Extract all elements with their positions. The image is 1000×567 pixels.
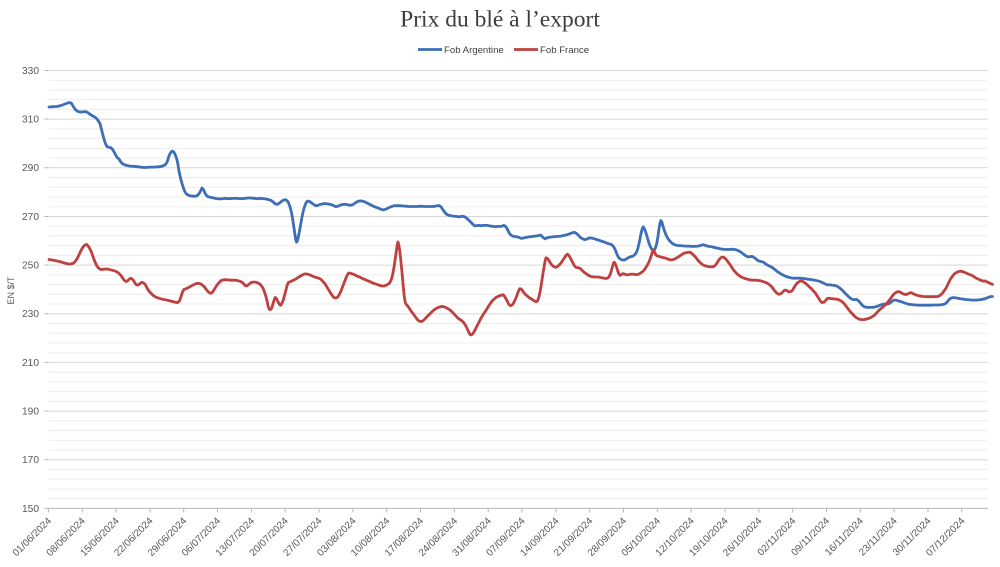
svg-text:270: 270 (22, 212, 39, 223)
svg-text:Fob Argentine: Fob Argentine (444, 45, 504, 56)
svg-text:210: 210 (22, 358, 39, 369)
svg-text:Fob France: Fob France (540, 45, 589, 56)
svg-text:170: 170 (22, 455, 39, 466)
svg-text:330: 330 (22, 66, 39, 77)
svg-text:EN $/T: EN $/T (6, 276, 16, 305)
svg-text:290: 290 (22, 163, 39, 174)
svg-text:230: 230 (22, 309, 39, 320)
svg-text:250: 250 (22, 261, 39, 272)
svg-text:190: 190 (22, 407, 39, 418)
svg-text:150: 150 (22, 504, 39, 515)
svg-text:310: 310 (22, 115, 39, 126)
svg-text:Prix du blé à l’export: Prix du blé à l’export (400, 7, 600, 33)
